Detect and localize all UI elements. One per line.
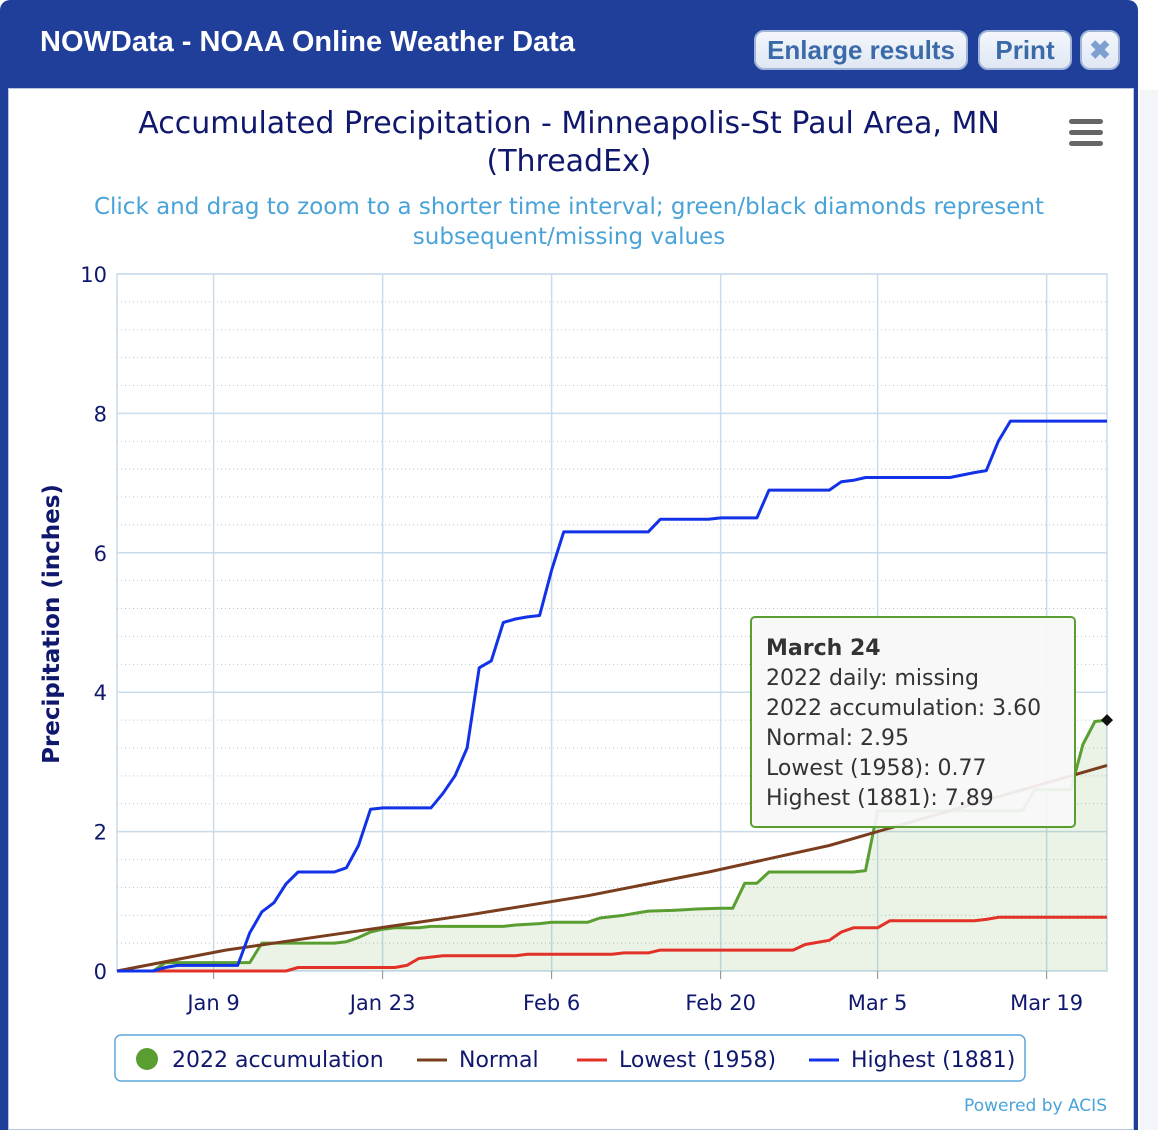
precipitation-chart[interactable]: Accumulated Precipitation - Minneapolis-…: [9, 89, 1133, 1129]
legend-accumulation-marker: [136, 1048, 158, 1070]
legend-lowest-label: Lowest (1958): [619, 1048, 776, 1073]
series-accumulation-area: [117, 720, 1107, 971]
y-tick-label: 2: [94, 821, 107, 845]
series-lowest-line: [117, 915, 1107, 973]
close-icon[interactable]: ✖: [1080, 30, 1120, 70]
tooltip-highest: Highest (1881): 7.89: [766, 786, 994, 811]
legend-item-normal[interactable]: Normal: [417, 1048, 539, 1073]
print-button[interactable]: Print: [978, 30, 1072, 70]
chart-subtitle: Click and drag to zoom to a shorter time…: [94, 194, 1044, 220]
enlarge-results-button[interactable]: Enlarge results: [754, 30, 968, 70]
results-panel: Accumulated Precipitation - Minneapolis-…: [8, 88, 1134, 1130]
chart-title-line2: (ThreadEx): [486, 144, 651, 179]
tooltip-accumulation: 2022 accumulation: 3.60: [766, 696, 1041, 721]
y-tick-label: 4: [94, 681, 107, 705]
x-tick-label: Feb 6: [523, 991, 580, 1015]
y-tick-label: 10: [80, 263, 107, 287]
background-page-edge: [1140, 90, 1158, 1130]
y-axis-title: Precipitation (inches): [39, 484, 65, 764]
window-titlebar[interactable]: NOWData - NOAA Online Weather Data Enlar…: [0, 0, 1138, 88]
window-title: NOWData - NOAA Online Weather Data: [40, 26, 575, 58]
legend-normal-label: Normal: [459, 1048, 539, 1073]
legend-item-lowest[interactable]: Lowest (1958): [577, 1048, 776, 1073]
tooltip-box: [750, 616, 1076, 828]
tooltip-daily: 2022 daily: missing: [766, 666, 979, 691]
legend-box: [114, 1034, 1026, 1082]
y-tick-label: 8: [94, 402, 107, 426]
x-tick-label: Mar 5: [848, 991, 908, 1015]
axis-labels: 0 2 4 6 8 10 Jan 9 Jan 23 Feb 6 Feb 20 Mar 5 Mar 19: [80, 263, 1083, 1015]
x-tick-label: Jan 9: [185, 991, 239, 1015]
tooltip-date: March 24: [766, 636, 881, 661]
tooltip-lowest: Lowest (1958): 0.77: [766, 756, 986, 781]
x-tick-label: Feb 20: [685, 991, 756, 1015]
tooltip-normal: Normal: 2.95: [766, 726, 909, 751]
chart-title: Accumulated Precipitation - Minneapolis-…: [138, 106, 1000, 141]
x-tick-label: Jan 23: [348, 991, 416, 1015]
y-tick-label: 6: [94, 542, 107, 566]
legend-item-highest[interactable]: Highest (1881): [809, 1048, 1015, 1073]
acis-credit-link[interactable]: Powered by ACIS: [964, 1096, 1107, 1116]
chart-legend: 2022 accumulation Normal Lowest (1958) H…: [114, 1034, 1026, 1082]
data-tooltip: March 24 2022 daily: missing 2022 accumu…: [750, 616, 1076, 828]
legend-accumulation-label: 2022 accumulation: [172, 1048, 384, 1073]
chart-menu-icon[interactable]: [1069, 119, 1103, 146]
legend-highest-label: Highest (1881): [851, 1048, 1015, 1073]
x-tick-label: Mar 19: [1010, 991, 1083, 1015]
chart-subtitle-line2: subsequent/missing values: [413, 224, 725, 250]
missing-value-marker: [1101, 714, 1113, 727]
y-tick-label: 0: [94, 960, 107, 984]
legend-item-accumulation[interactable]: 2022 accumulation: [136, 1048, 384, 1073]
series-highest-line: [117, 419, 1107, 973]
